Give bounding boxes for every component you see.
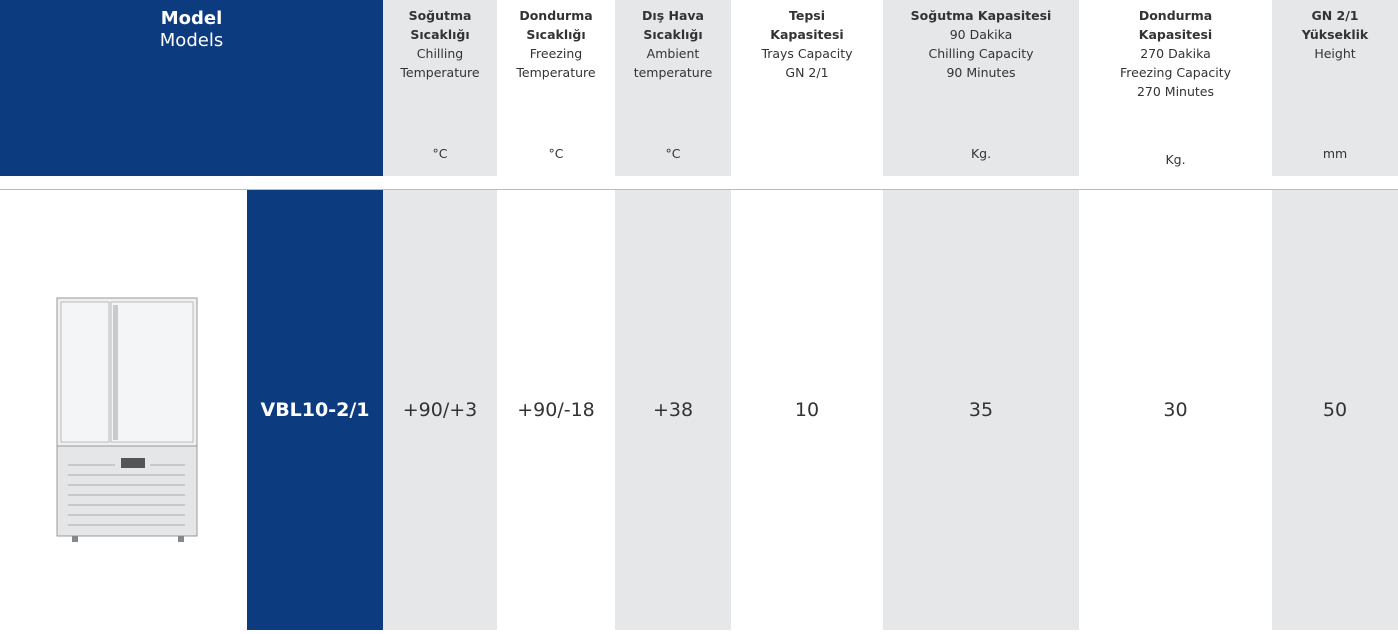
column-header: Dış Hava Sıcaklığı Ambient temperature °C: [615, 0, 731, 176]
header-bold: Kapasitesi: [770, 27, 844, 42]
column-header: Dondurma Sıcaklığı Freezing Temperature °C: [497, 0, 615, 176]
value-cell: +90/-18: [517, 399, 595, 421]
header-text: Freezing Capacity: [1119, 65, 1232, 80]
header-unit: Kg.: [970, 146, 992, 161]
model-cell: VBL10-2/1: [247, 190, 383, 630]
model-title: Model: [160, 8, 223, 29]
header-text: Chilling Capacity: [928, 46, 1034, 61]
header-text: GN 2/1: [785, 65, 829, 80]
column-header: Soğutma Kapasitesi 90 Dakika Chilling Capa…: [883, 0, 1079, 176]
fridge-icon: [56, 297, 198, 542]
header-text: 90 Dakika: [949, 27, 1013, 42]
header-text: 270 Minutes: [1136, 84, 1215, 99]
header-bold: Soğutma Kapasitesi: [910, 8, 1052, 23]
header-text: Freezing: [529, 46, 583, 61]
header-text: Temperature: [400, 65, 480, 80]
value-cell: 10: [794, 399, 820, 421]
header-bold: Yükseklik: [1301, 27, 1369, 42]
column-header: Soğutma Sıcaklığı Chilling Temperature °C: [383, 0, 497, 176]
value-cell: 50: [1272, 190, 1398, 630]
model-header: Model Models: [0, 0, 383, 176]
model-subtitle: Models: [159, 30, 224, 51]
product-image: [0, 190, 247, 630]
header-text: Temperature: [516, 65, 596, 80]
header-text: Ambient: [646, 46, 700, 61]
divider: [0, 189, 1398, 190]
header-unit: mm: [1322, 146, 1348, 161]
header-bold: Tepsi: [788, 8, 826, 23]
header-bold: Dondurma: [1138, 8, 1213, 23]
column-header: Tepsi Kapasitesi Trays Capacity GN 2/1: [731, 0, 883, 176]
header-text: Chilling: [416, 46, 464, 61]
header-bold: Dondurma: [519, 8, 593, 23]
header-text: 90 Minutes: [946, 65, 1016, 80]
header-bold: Sıcaklığı: [643, 27, 703, 42]
header-text: Trays Capacity: [761, 46, 853, 61]
header-bold: GN 2/1: [1311, 8, 1359, 23]
header-bold: Soğutma: [408, 8, 472, 23]
header-bold: Sıcaklığı: [410, 27, 470, 42]
header-unit: Kg.: [1165, 152, 1186, 167]
header-unit: °C: [432, 146, 448, 161]
header-text: Height: [1314, 46, 1356, 61]
value-cell: +90/+3: [383, 190, 497, 630]
header-text: temperature: [633, 65, 713, 80]
column-header: Dondurma Kapasitesi 270 Dakika Freezing Cap…: [1079, 0, 1272, 176]
header-unit: °C: [548, 146, 564, 161]
header-text: 270 Dakika: [1140, 46, 1211, 61]
value-cell: 35: [883, 190, 1079, 630]
header-bold: Sıcaklığı: [526, 27, 586, 42]
column-header: GN 2/1 Yükseklik Height mm: [1272, 0, 1398, 176]
header-bold: Kapasitesi: [1138, 27, 1213, 42]
header-bold: Dış Hava: [642, 8, 704, 23]
value-cell: +38: [615, 190, 731, 630]
header-unit: °C: [665, 146, 681, 161]
value-cell: 30: [1163, 399, 1188, 421]
